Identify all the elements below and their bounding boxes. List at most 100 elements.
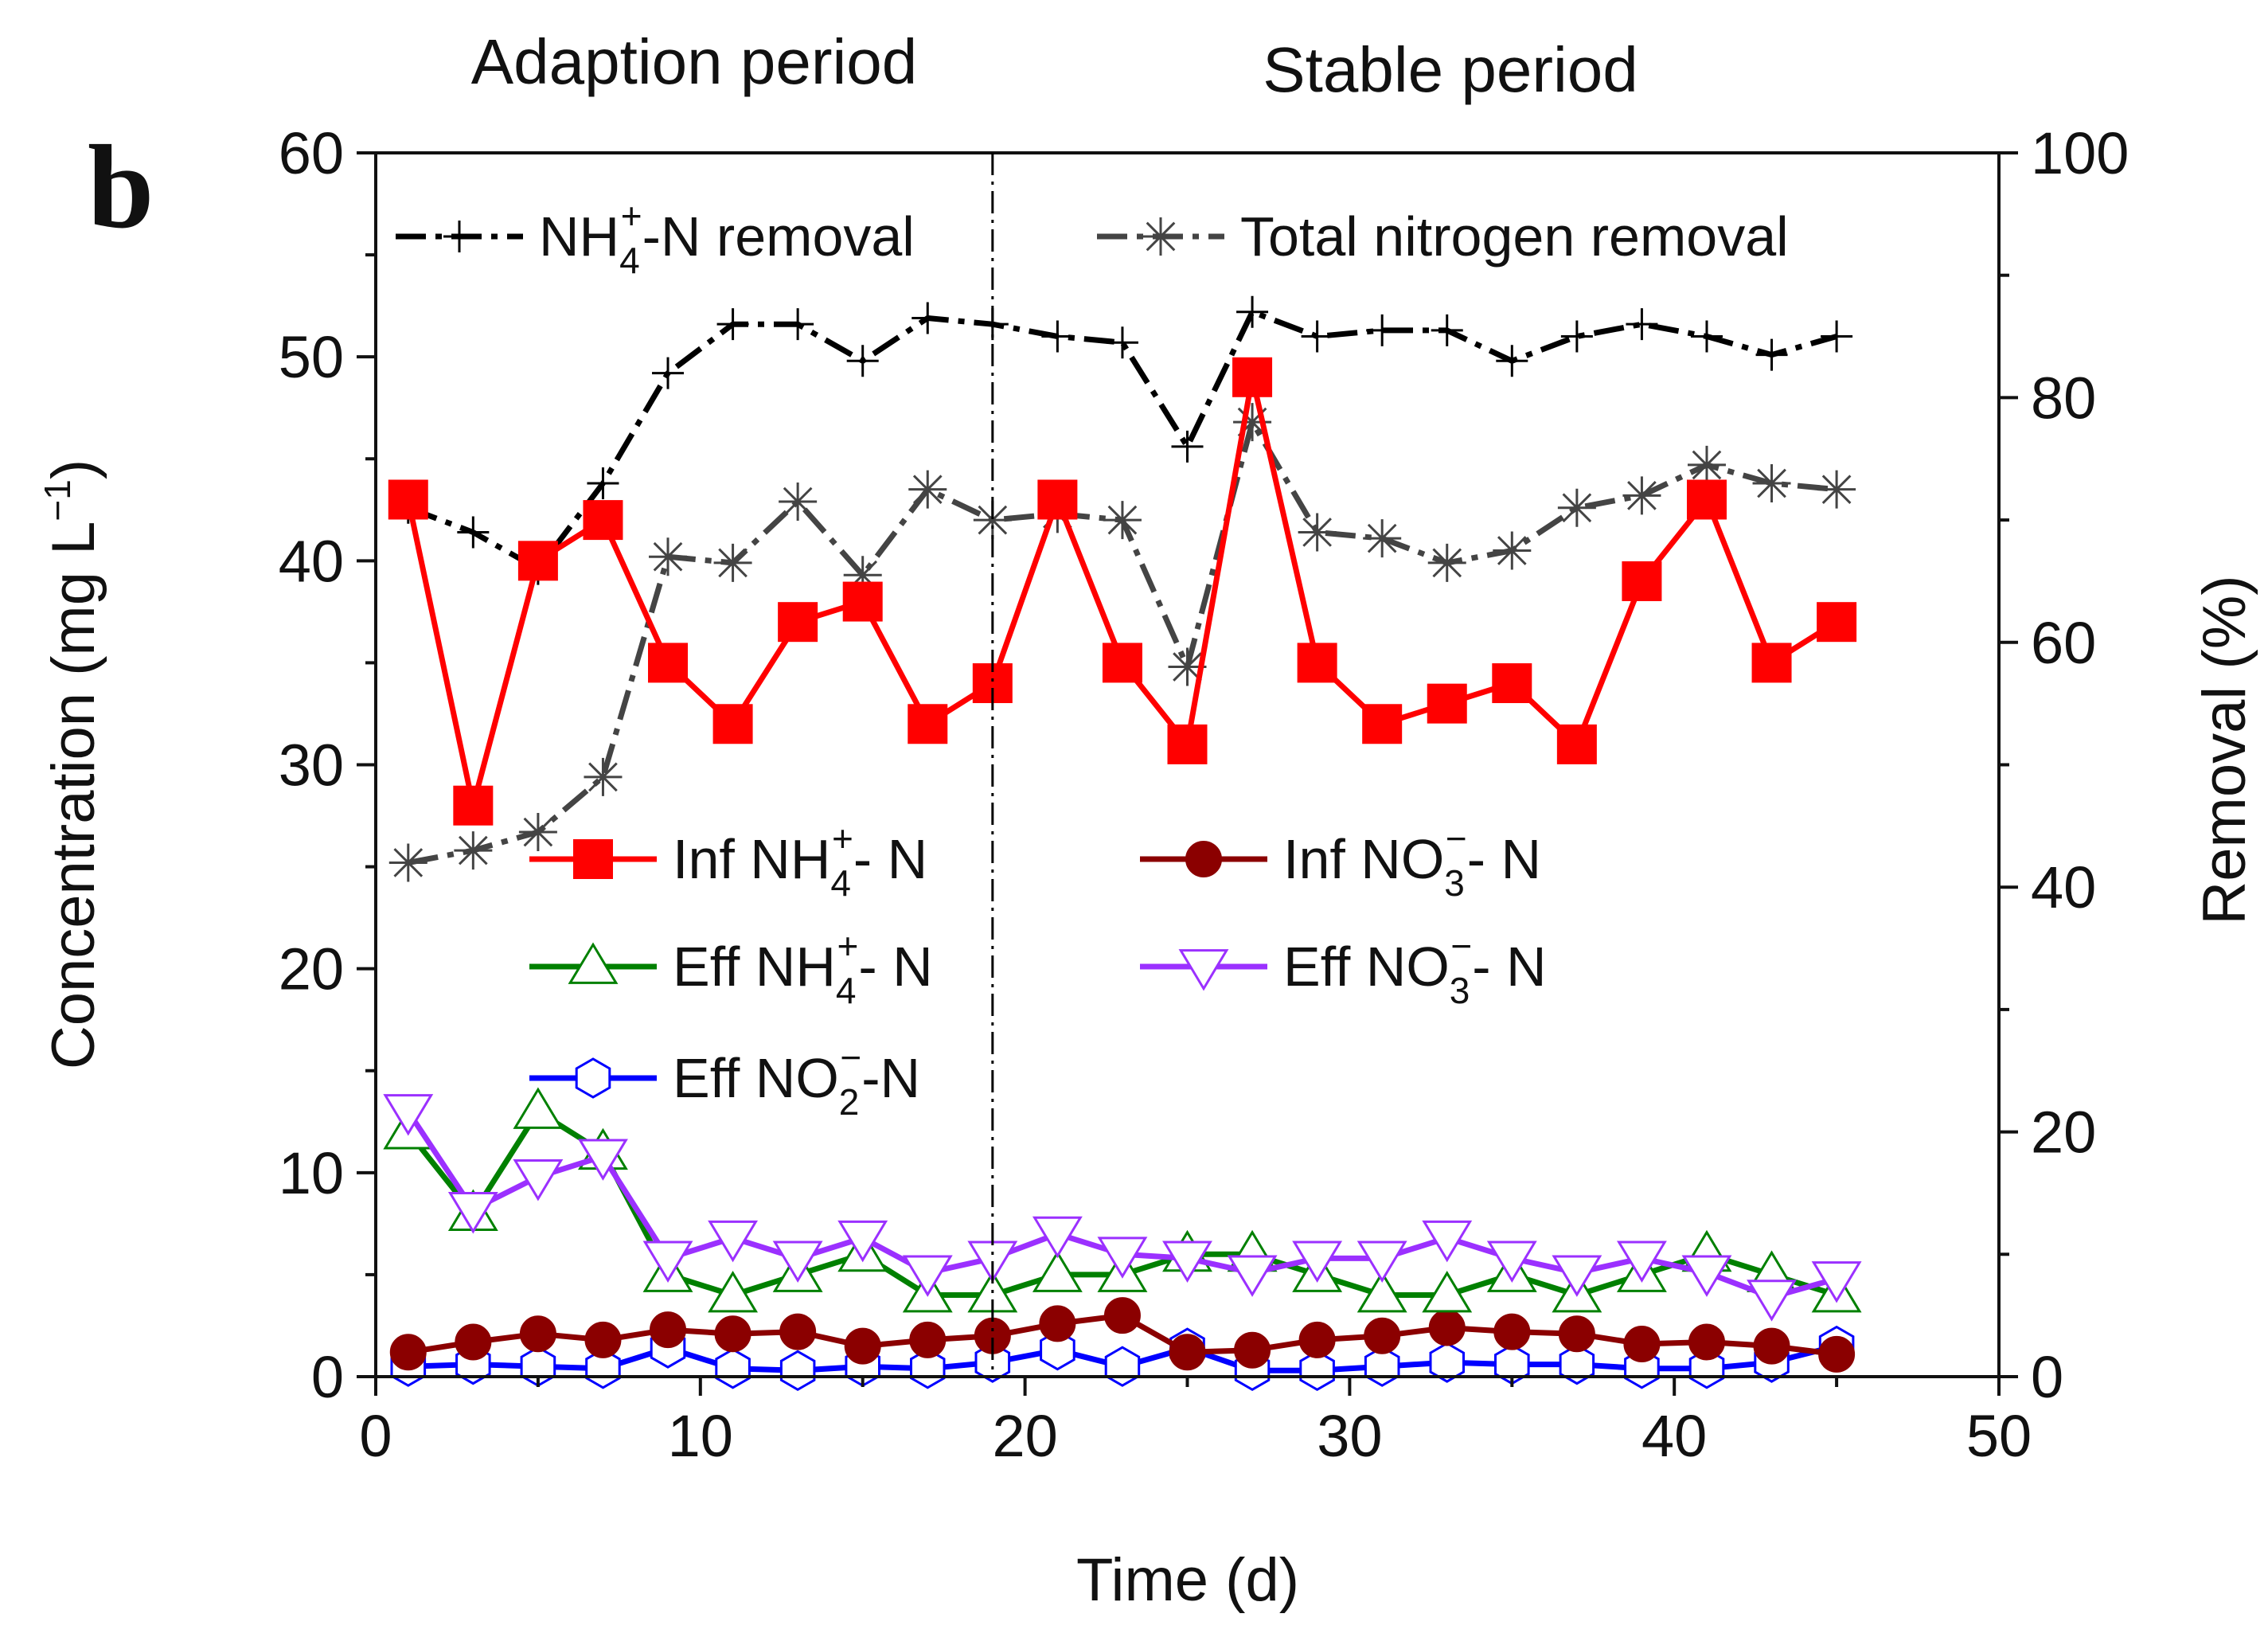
series-tn_removal xyxy=(388,403,1856,882)
data-point-eff_no2 xyxy=(715,1348,751,1389)
data-point-nh4_removal xyxy=(716,308,749,341)
data-point-eff_no2 xyxy=(1429,1342,1465,1383)
data-point-eff_no3 xyxy=(642,1241,693,1283)
data-point-eff_no3 xyxy=(1616,1241,1667,1283)
series-line-tn_removal xyxy=(408,419,1837,865)
series-inf_no3 xyxy=(389,1297,1856,1373)
legend-label-inf_no3: Inf NO3−- N xyxy=(1283,818,1541,904)
data-point-eff_no3 xyxy=(1747,1280,1797,1322)
legend-label-subscript: 4 xyxy=(619,240,640,281)
legend-label-main: NH xyxy=(539,205,619,268)
data-point-inf_nh4 xyxy=(453,785,494,826)
legend-label-subscript: 3 xyxy=(1450,970,1470,1011)
data-point-inf_no3 xyxy=(1039,1305,1076,1342)
data-point-inf_nh4 xyxy=(842,581,883,622)
legend-label-superscript: − xyxy=(1450,925,1472,967)
data-point-inf_nh4 xyxy=(1622,561,1662,601)
data-point-inf_no3 xyxy=(844,1327,881,1365)
series-eff_no3 xyxy=(383,1094,1862,1322)
left-y-axis-title-exponent: −1 xyxy=(37,479,78,521)
data-point-tn_removal xyxy=(1622,476,1661,515)
data-point-inf_no3 xyxy=(1298,1321,1336,1358)
legend-marker-inf_no3 xyxy=(1185,841,1222,877)
data-point-nh4_removal xyxy=(1755,338,1788,371)
data-point-eff_no3 xyxy=(513,1159,564,1201)
plot-frame xyxy=(374,151,2001,1378)
data-point-eff_no2 xyxy=(1559,1343,1595,1385)
stable-period-label: Stable period xyxy=(1263,34,1638,105)
data-point-nh4_removal xyxy=(1690,320,1723,353)
left-y-tick-label: 10 xyxy=(279,1140,344,1206)
data-point-tn_removal xyxy=(649,537,688,576)
x-tick-label: 10 xyxy=(668,1403,733,1469)
data-point-tn_removal xyxy=(1687,445,1726,484)
data-point-tn_removal xyxy=(1752,463,1791,502)
data-point-tn_removal xyxy=(454,831,493,870)
legend-label-nh4_removal: NH4+-N removal xyxy=(539,195,915,281)
data-point-nh4_removal xyxy=(1560,320,1593,353)
data-point-inf_nh4 xyxy=(1817,602,1857,643)
data-point-nh4_removal xyxy=(1496,345,1528,377)
data-point-nh4_removal xyxy=(846,345,879,377)
legend-label-superscript: + xyxy=(832,818,853,859)
data-point-eff_nh4 xyxy=(513,1087,564,1129)
data-point-nh4_removal xyxy=(1106,326,1138,359)
data-point-inf_nh4 xyxy=(1556,724,1597,764)
data-point-nh4_removal xyxy=(1236,295,1269,328)
data-point-inf_no3 xyxy=(1234,1331,1271,1369)
data-point-eff_no2 xyxy=(1299,1350,1335,1392)
data-point-inf_no3 xyxy=(1103,1297,1141,1334)
data-point-nh4_removal xyxy=(587,467,619,499)
data-point-inf_no3 xyxy=(909,1321,947,1358)
right-y-axis-title: Removal (%) xyxy=(2191,575,2258,924)
data-point-tn_removal xyxy=(908,470,947,509)
series-inf_nh4 xyxy=(388,357,1857,826)
legend-label-main: Inf NH xyxy=(673,828,830,890)
legend-item-tn_removal: Total nitrogen removal xyxy=(1097,205,1789,268)
data-point-nh4_removal xyxy=(652,357,685,389)
legend-label-tn_removal: Total nitrogen removal xyxy=(1240,205,1789,268)
data-point-inf_no3 xyxy=(1493,1313,1531,1350)
data-point-nh4_removal xyxy=(782,308,814,341)
legend-item-eff_no3: Eff NO3−- N xyxy=(1140,925,1547,1011)
data-point-eff_no2 xyxy=(779,1350,816,1392)
data-point-tn_removal xyxy=(1817,470,1856,509)
legend-label-subscript: 4 xyxy=(830,862,851,904)
legend-item-eff_no2: Eff NO2−-N xyxy=(529,1037,920,1123)
right-y-tick-label: 100 xyxy=(2031,120,2129,186)
data-point-eff_no3 xyxy=(1227,1255,1278,1297)
data-point-inf_nh4 xyxy=(908,704,948,744)
left-y-tick-label: 20 xyxy=(279,936,344,1002)
left-y-axis-title-close: ) xyxy=(40,459,107,479)
data-point-inf_no3 xyxy=(714,1315,751,1353)
left-y-axis-title-main: Concentration (mg L xyxy=(40,522,107,1070)
left-y-tick-label: 0 xyxy=(311,1344,344,1410)
data-point-nh4_removal xyxy=(1431,314,1463,346)
data-point-inf_nh4 xyxy=(583,500,623,541)
x-tick-label: 0 xyxy=(359,1403,392,1469)
data-point-nh4_removal xyxy=(457,516,490,549)
data-point-inf_nh4 xyxy=(648,643,689,683)
data-point-eff_no3 xyxy=(1552,1255,1602,1297)
data-point-eff_no3 xyxy=(1292,1241,1343,1283)
legend-label-rest: - N xyxy=(858,936,932,998)
data-point-eff_no2 xyxy=(1104,1346,1141,1387)
data-point-eff_no3 xyxy=(1357,1241,1407,1283)
legend: NH4+-N removal Total nitrogen removal Inf … xyxy=(396,195,1789,1123)
data-point-inf_no3 xyxy=(1169,1334,1206,1371)
legend-label-eff_no3: Eff NO3−- N xyxy=(1283,925,1547,1011)
left-y-tick-label: 30 xyxy=(279,733,344,799)
data-point-tn_removal xyxy=(388,843,427,882)
data-point-eff_no3 xyxy=(1097,1237,1148,1279)
legend-item-inf_nh4: Inf NH4+- N xyxy=(529,818,927,904)
left-y-tick-label: 40 xyxy=(279,528,344,594)
data-point-tn_removal xyxy=(1427,543,1466,582)
series-line-nh4_removal xyxy=(407,309,1838,572)
data-point-inf_no3 xyxy=(650,1311,687,1349)
data-point-tn_removal xyxy=(1233,403,1272,442)
data-point-inf_nh4 xyxy=(1297,643,1337,683)
data-point-inf_no3 xyxy=(1364,1317,1401,1354)
data-point-inf_no3 xyxy=(584,1321,622,1358)
x-tick-label: 40 xyxy=(1641,1403,1707,1469)
data-point-eff_no3 xyxy=(772,1241,823,1283)
